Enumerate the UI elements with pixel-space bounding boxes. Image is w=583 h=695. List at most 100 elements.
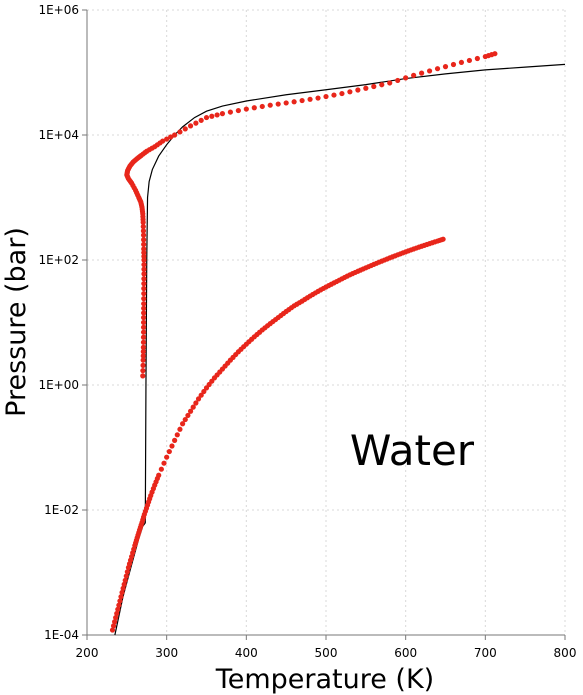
data-point	[339, 90, 345, 97]
data-point	[403, 75, 409, 81]
tick-labels: 200 300 400 500 600 700 800 1E-04 1E-02 1E+00 1E+0…	[38, 3, 576, 660]
data-point	[141, 310, 147, 316]
data-point	[259, 103, 265, 110]
data-point	[379, 82, 385, 88]
data-point	[195, 396, 202, 402]
data-point	[141, 271, 147, 277]
data-point	[182, 416, 188, 423]
data-point	[140, 353, 146, 359]
y-tick-label: 1E+06	[38, 3, 79, 17]
data-point	[113, 614, 119, 621]
data-point	[203, 114, 210, 121]
data-point	[140, 228, 147, 234]
data-point	[440, 236, 446, 242]
data-point	[190, 404, 196, 410]
data-point	[141, 257, 147, 263]
data-point	[110, 623, 117, 629]
data-point	[283, 100, 289, 106]
data-point	[166, 448, 172, 455]
data-point	[251, 105, 257, 111]
data-point	[120, 585, 126, 591]
data-point	[140, 314, 147, 321]
data-point	[141, 241, 147, 247]
data-point	[201, 388, 207, 395]
data-point	[119, 589, 125, 596]
data-point	[140, 349, 146, 355]
data-point	[141, 237, 147, 243]
data-point	[442, 64, 449, 70]
data-point	[140, 329, 147, 335]
data-point	[227, 109, 233, 115]
data-point	[214, 112, 220, 118]
data-point	[219, 111, 226, 117]
data-point	[198, 392, 204, 398]
data-point	[182, 126, 188, 132]
data-point	[267, 102, 273, 108]
data-point	[168, 134, 174, 140]
data-point	[141, 250, 147, 256]
data-point	[158, 466, 164, 472]
x-tick-label: 600	[394, 646, 417, 660]
data-point	[141, 281, 147, 287]
data-point	[141, 301, 147, 307]
data-point	[458, 59, 465, 66]
data-point	[177, 426, 183, 432]
data-point	[140, 319, 147, 326]
data-point	[141, 266, 147, 272]
data-point	[419, 70, 425, 76]
data-point	[193, 120, 199, 126]
data-point	[141, 290, 147, 297]
x-tick-label: 200	[76, 646, 99, 660]
x-tick-label: 800	[554, 646, 577, 660]
data-point	[347, 89, 353, 95]
data-point	[121, 581, 127, 587]
data-point	[140, 357, 146, 363]
data-point	[140, 232, 147, 238]
data-point	[193, 400, 199, 406]
data-point	[115, 606, 121, 612]
data-point	[116, 602, 122, 608]
data-point	[118, 594, 124, 600]
axes	[82, 9, 566, 640]
data-point	[141, 285, 147, 292]
data-point	[140, 324, 147, 330]
x-axis-title: Temperature (K)	[215, 664, 434, 695]
data-point	[466, 57, 472, 64]
data-points	[109, 51, 498, 633]
data-point	[187, 123, 194, 129]
data-point	[141, 305, 147, 311]
data-point	[141, 246, 147, 252]
data-point	[315, 95, 321, 101]
y-axis-title: Pressure (bar)	[1, 227, 32, 417]
model-curves	[114, 63, 566, 636]
y-tick-label: 1E+00	[38, 378, 79, 392]
data-point	[492, 51, 498, 57]
data-point	[434, 66, 441, 72]
data-point	[371, 83, 377, 90]
data-point	[363, 85, 369, 91]
y-tick-label: 1E+04	[38, 128, 79, 142]
data-point	[426, 68, 433, 74]
data-point	[112, 619, 118, 625]
data-point	[323, 93, 329, 100]
data-point	[160, 138, 166, 144]
data-point	[387, 80, 393, 86]
x-tick-label: 700	[474, 646, 497, 660]
data-point	[180, 421, 186, 427]
data-point	[164, 454, 170, 460]
data-point	[275, 101, 281, 107]
data-point	[198, 117, 204, 123]
data-point	[109, 627, 116, 633]
data-point	[177, 129, 183, 135]
data-point	[174, 432, 180, 438]
y-tick-label: 1E+02	[38, 253, 79, 267]
data-point	[140, 373, 146, 379]
phase-boundary-line	[114, 63, 566, 636]
data-point	[123, 573, 129, 579]
data-point	[141, 262, 147, 268]
data-point	[243, 106, 249, 112]
data-point	[172, 132, 178, 138]
data-point	[450, 61, 457, 68]
